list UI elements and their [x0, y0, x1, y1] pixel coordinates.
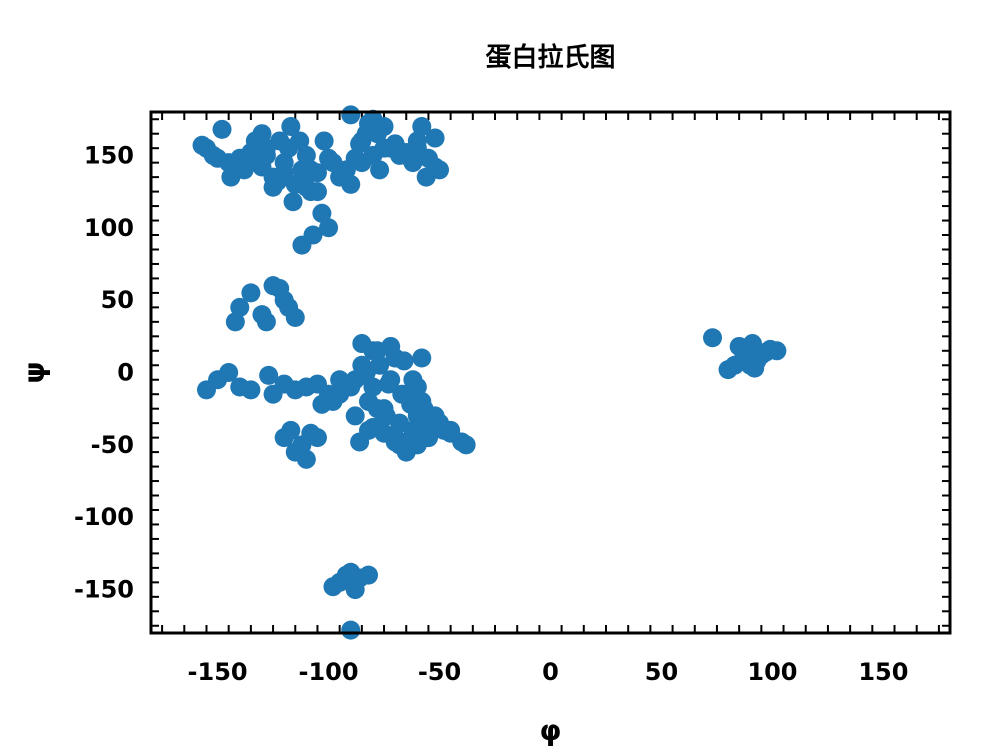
- data-point: [441, 420, 461, 440]
- data-point: [252, 157, 272, 177]
- x-tick-labels: -150 -100 -50 0 50 100 150: [188, 658, 909, 686]
- scatter-points: [192, 105, 787, 640]
- data-point: [230, 297, 250, 317]
- x-tick-label: -50: [418, 658, 461, 686]
- data-point: [307, 428, 327, 448]
- data-point: [412, 348, 432, 368]
- y-tick-label: 50: [101, 286, 134, 314]
- data-point: [236, 148, 256, 168]
- data-point: [314, 131, 334, 151]
- data-point: [456, 435, 476, 455]
- data-point: [767, 341, 787, 361]
- x-tick-label: 50: [645, 658, 678, 686]
- data-point: [307, 182, 327, 202]
- data-point: [270, 279, 290, 299]
- data-point: [412, 116, 432, 136]
- data-point: [290, 131, 310, 151]
- data-point: [219, 363, 239, 382]
- data-point: [245, 131, 265, 151]
- data-point: [350, 134, 370, 154]
- data-point: [259, 365, 279, 385]
- y-tick-label: -150: [74, 576, 134, 604]
- x-tick-label: 100: [747, 658, 797, 686]
- data-point: [323, 153, 343, 173]
- data-point: [745, 358, 765, 378]
- data-point: [301, 160, 321, 180]
- data-point: [296, 145, 316, 165]
- data-point: [345, 406, 365, 426]
- data-point: [370, 160, 390, 180]
- data-point: [416, 167, 436, 187]
- data-point: [381, 138, 401, 158]
- data-point: [403, 370, 423, 390]
- y-tick-label: -100: [74, 503, 134, 531]
- chart-title: 蛋白拉氏图: [485, 42, 615, 73]
- y-tick-label: 150: [84, 141, 134, 169]
- data-point: [396, 143, 416, 163]
- data-point: [341, 620, 361, 640]
- data-point: [319, 218, 339, 238]
- data-point: [378, 374, 398, 394]
- x-tick-label: 0: [542, 658, 559, 686]
- data-point: [363, 145, 383, 165]
- y-tick-label: 100: [84, 214, 134, 242]
- data-point: [241, 380, 261, 400]
- data-point: [341, 174, 361, 194]
- data-point: [285, 308, 305, 328]
- data-point: [381, 336, 401, 356]
- y-tick-label: -50: [91, 431, 134, 459]
- data-point: [703, 328, 723, 348]
- data-point: [352, 334, 372, 354]
- data-point: [359, 420, 379, 440]
- data-point: [370, 355, 390, 375]
- data-point: [256, 312, 276, 332]
- data-point: [296, 449, 316, 469]
- y-axis-label: ψ: [18, 361, 51, 383]
- data-point: [225, 312, 245, 332]
- plot-frame: [149, 110, 952, 635]
- data-point: [312, 203, 332, 223]
- data-point: [414, 399, 434, 419]
- data-point: [212, 119, 232, 139]
- y-tick-labels: 150 100 50 0 -50 -100 -150: [74, 141, 134, 603]
- data-point: [268, 171, 288, 191]
- data-point: [341, 105, 361, 125]
- data-point: [292, 235, 312, 255]
- data-point: [281, 116, 301, 136]
- x-tick-label: 150: [858, 658, 908, 686]
- x-tick-label: -100: [299, 658, 359, 686]
- data-point: [283, 192, 303, 212]
- data-point: [407, 435, 427, 455]
- y-tick-label: 0: [117, 359, 134, 387]
- data-point: [359, 565, 379, 585]
- data-point: [390, 435, 410, 455]
- data-point: [425, 128, 445, 148]
- x-tick-label: -150: [188, 658, 248, 686]
- data-point: [241, 283, 261, 303]
- data-point: [281, 420, 301, 440]
- x-axis-label: φ: [540, 714, 562, 747]
- data-point: [363, 109, 383, 129]
- data-point: [354, 365, 374, 385]
- data-point: [418, 413, 438, 433]
- data-point: [376, 406, 396, 426]
- data-point: [394, 351, 414, 371]
